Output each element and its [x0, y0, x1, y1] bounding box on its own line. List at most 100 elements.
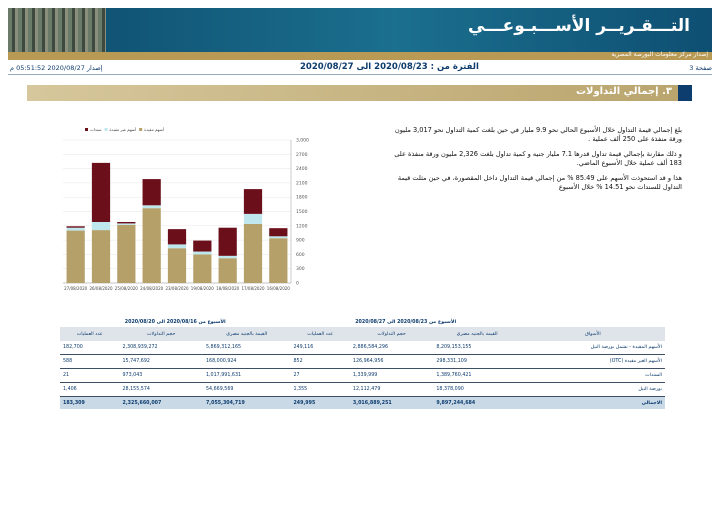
bar-segment — [91, 230, 111, 283]
x-tick-label: 17/08/2020 — [241, 286, 265, 291]
bar-segment — [117, 223, 136, 225]
bar-segment — [243, 213, 263, 224]
bar-segment — [193, 240, 212, 252]
column-header: الأسواق — [520, 327, 665, 341]
cell: 249,116 — [290, 341, 350, 355]
subtitle-strip: إصدار مركز معلومات البورصة المصرية — [8, 51, 712, 60]
cell: 2,325,660,007 — [119, 396, 203, 409]
bar-segment — [142, 208, 161, 283]
report-subtitle: إصدار مركز معلومات البورصة المصرية — [611, 51, 708, 58]
cell: 28,155,574 — [119, 382, 203, 397]
legend-swatch — [104, 128, 108, 131]
legend-label: سندات — [90, 127, 102, 132]
y-tick-label: 1200 — [296, 223, 308, 229]
period: الفترة من : 2020/08/23 الى 2020/08/27 — [300, 62, 479, 72]
bar-segment — [269, 238, 288, 283]
bar-segment — [91, 162, 111, 222]
bar-segment — [117, 221, 136, 224]
group-row: الأسبوع من 2020/08/23 الى 2020/08/27 الأس… — [60, 318, 665, 327]
cell: 5,869,312,165 — [202, 341, 291, 355]
rule — [8, 74, 712, 75]
section-bar: ٣. إجمالي التداولات — [27, 85, 692, 101]
y-tick-label: 1800 — [296, 195, 308, 201]
bar-segment — [167, 248, 187, 283]
cell: 1,389,760,421 — [433, 368, 521, 383]
column-header: القيمة بالجنيه مصري — [433, 327, 521, 341]
legend-swatch — [85, 128, 88, 131]
bar-segment — [243, 223, 263, 283]
report-title: التـــقـريــر الأســـبـوعـــي — [468, 16, 690, 36]
section-title: ٣. إجمالي التداولات — [575, 86, 672, 97]
column-header: عدد العمليات — [290, 327, 350, 341]
cell: 8,209,153,155 — [433, 341, 521, 355]
x-tick-label: 27/08/2020 — [64, 286, 88, 291]
cell: 249,995 — [290, 396, 350, 409]
cell: 183,309 — [60, 396, 120, 409]
cell: 298,331,109 — [433, 354, 521, 369]
x-tick-label: 26/08/2020 — [89, 286, 113, 291]
table-row: بورصة النيل 18,378,090 12,112,479 1,355 54,6… — [60, 382, 665, 397]
header-row: الأسواق القيمة بالجنيه مصري حجم التداولات ع… — [60, 327, 665, 341]
cell: 27 — [290, 368, 350, 383]
bar-segment — [243, 189, 263, 214]
legend-swatch — [139, 128, 143, 131]
bar-segment — [66, 230, 85, 283]
cell: 18,378,090 — [433, 382, 521, 397]
bar-segment — [66, 227, 85, 231]
cell: 1,017,991,631 — [202, 368, 291, 383]
group-header: الأسبوع من 2020/08/16 الى 2020/08/20 — [124, 320, 226, 325]
section-bar-end — [678, 85, 692, 101]
bar-segment — [117, 224, 136, 283]
paragraph: و ذلك مقارنة بإجمالي قيمة تداول قدرها 7.… — [394, 150, 682, 167]
market-name: السندات — [520, 368, 665, 383]
bar-segment — [167, 244, 187, 249]
column-header: القيمة بالجنيه مصري — [202, 327, 291, 341]
bar-segment — [193, 254, 212, 283]
cell: 54,669,569 — [202, 382, 291, 397]
cell: 1,355 — [290, 382, 350, 397]
cell: 7,055,304,719 — [202, 396, 291, 409]
group-header: الأسبوع من 2020/08/23 الى 2020/08/27 — [355, 320, 457, 325]
y-tick-label: 600 — [296, 252, 305, 258]
cell: 1,339,999 — [349, 368, 434, 383]
cell: 852 — [290, 354, 350, 369]
y-tick-label: 900 — [296, 238, 305, 244]
x-tick-label: 24/08/2020 — [140, 286, 164, 291]
cell: 182,700 — [60, 341, 120, 355]
column-header: حجم التداولات — [119, 327, 203, 341]
bar-segment — [218, 227, 237, 256]
legend-label: أسهم غير مقيدة — [110, 127, 137, 132]
y-tick-label: 2700 — [296, 152, 308, 158]
table-row: الاجمالي 9,897,244,684 3,016,889,251 249,99… — [60, 396, 665, 409]
legend-label: أسهم مقيدة — [144, 127, 164, 132]
issue-date: إصدار 2020/08/27 05:51:52 م — [10, 64, 103, 72]
bar-segment — [269, 236, 288, 239]
x-tick-label: 19/08/2020 — [191, 286, 215, 291]
table-row: الأسهم الغير مقيدة (OTC) 298,331,109 126,9… — [60, 354, 665, 369]
cell: 126,964,956 — [349, 354, 434, 369]
market-name: بورصة النيل — [520, 382, 665, 397]
y-tick-label: 0 — [296, 281, 299, 287]
cell: 1,406 — [60, 382, 120, 397]
bar-segment — [66, 226, 85, 228]
banner-photo — [8, 8, 106, 52]
bar-segment — [218, 255, 237, 259]
bar-segment — [91, 221, 111, 231]
cell: 2,886,584,296 — [349, 341, 434, 355]
bar-segment — [218, 258, 237, 283]
bar-segment — [193, 251, 212, 255]
cell: 588 — [60, 354, 120, 369]
cell: 9,897,244,684 — [433, 396, 521, 409]
page-number: صفحة 3 — [689, 64, 712, 72]
bar-segment — [167, 229, 187, 245]
group-blank — [521, 318, 665, 327]
x-tick-label: 25/08/2020 — [115, 286, 139, 291]
y-tick-label: 2100 — [296, 180, 308, 186]
x-tick-label: 18/08/2020 — [216, 286, 240, 291]
market-name: الاجمالي — [520, 396, 665, 409]
trading-table: الأسبوع من 2020/08/23 الى 2020/08/27 الأس… — [60, 318, 665, 409]
paragraph: هذا و قد استحوذت الأسهم على 85.49 % من إ… — [397, 174, 682, 191]
cell: 15,747,692 — [119, 354, 203, 369]
bar-segment — [142, 205, 161, 209]
